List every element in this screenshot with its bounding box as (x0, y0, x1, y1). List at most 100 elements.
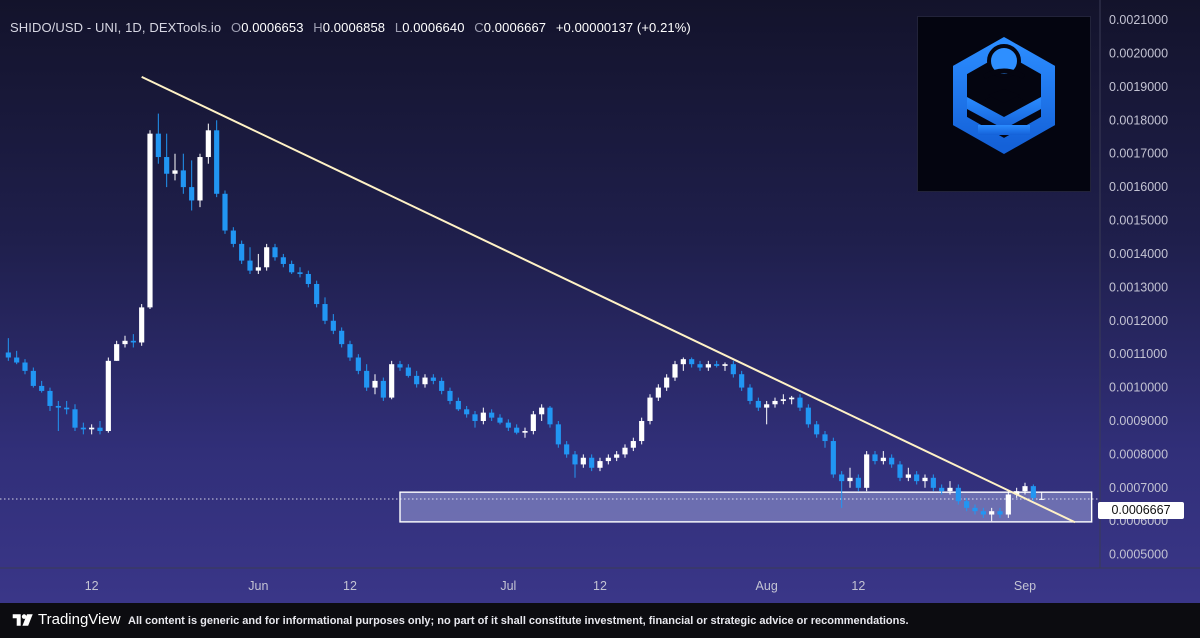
candle (439, 377, 445, 395)
candle-body (289, 263, 295, 273)
candle-body (105, 360, 111, 432)
candle (972, 504, 978, 515)
candle-body (64, 407, 70, 410)
candle-body (55, 405, 61, 408)
candle (989, 507, 995, 522)
candle (239, 240, 245, 264)
candle-body (255, 267, 261, 271)
candle-body (322, 304, 328, 321)
candle (214, 120, 220, 198)
disclaimer-text: All content is generic and for informati… (128, 615, 909, 627)
candle-body (80, 427, 86, 430)
candle (555, 420, 561, 448)
candle-body (797, 397, 803, 408)
change-value: +0.00000137 (+0.21%) (555, 20, 691, 35)
candle-body (172, 170, 178, 174)
candle-body (889, 457, 895, 465)
candle-body (855, 477, 861, 488)
candle (147, 130, 153, 310)
footer: TradingView All content is generic and f… (0, 603, 1200, 638)
x-tick-label: Aug (756, 579, 778, 593)
candle-body (1030, 486, 1036, 498)
tradingview-logo[interactable]: TradingView (12, 611, 121, 628)
candle (222, 190, 228, 234)
candle-body (164, 157, 170, 174)
candle (755, 397, 761, 411)
candle (780, 394, 786, 405)
tradingview-mark-icon (12, 613, 33, 626)
candle (372, 374, 378, 395)
candle (655, 384, 661, 401)
candle (497, 414, 503, 425)
candle (305, 270, 311, 288)
chart-svg[interactable]: 0.00050000.00060000.00070000.00080000.00… (0, 0, 1200, 603)
candle (1022, 482, 1028, 495)
candle (189, 160, 195, 211)
y-tick-label: 0.0009000 (1109, 414, 1168, 428)
candle (355, 354, 361, 375)
candle-body (947, 487, 953, 492)
candle-body (522, 431, 528, 433)
y-tick-label: 0.0021000 (1109, 13, 1168, 27)
candle (905, 467, 911, 482)
candle (80, 422, 86, 435)
symbol-title: SHIDO/USD - UNI, 1D, DEXTools.io (10, 20, 222, 35)
candle-body (772, 400, 778, 405)
candle (947, 481, 953, 495)
candle (464, 405, 470, 418)
candle-body (980, 511, 986, 515)
candle-body (5, 352, 11, 358)
candle-body (514, 427, 520, 433)
candle (489, 409, 495, 421)
candle-body (830, 441, 836, 475)
candle-body (330, 320, 336, 331)
candle (622, 444, 628, 458)
candle-body (205, 130, 211, 158)
candle (139, 304, 145, 346)
candle-body (14, 357, 20, 363)
candle (914, 471, 920, 485)
candle-body (272, 247, 278, 258)
candle (939, 484, 945, 495)
candle (889, 454, 895, 468)
candle (330, 314, 336, 335)
candle-body (839, 474, 845, 482)
y-tick-label: 0.0019000 (1109, 80, 1168, 94)
y-tick-label: 0.0017000 (1109, 147, 1168, 161)
candle-body (605, 457, 611, 462)
candle (630, 437, 636, 452)
y-tick-label: 0.0015000 (1109, 214, 1168, 228)
candle (339, 327, 345, 348)
candle (72, 404, 78, 432)
candle (230, 227, 236, 248)
candle (697, 360, 703, 371)
y-tick-label: 0.0020000 (1109, 46, 1168, 60)
candle (164, 133, 170, 188)
candle-body (955, 487, 961, 502)
candle-body (972, 507, 978, 512)
candle-body (822, 434, 828, 442)
x-tick-label: Sep (1014, 579, 1036, 593)
y-tick-label: 0.0011000 (1109, 347, 1167, 361)
candle-body (189, 187, 195, 201)
candle-body (347, 344, 353, 358)
y-tick-label: 0.0008000 (1109, 447, 1168, 461)
candle (680, 357, 686, 371)
candle-body (130, 340, 136, 343)
candle (255, 253, 261, 274)
candle-body (530, 414, 536, 432)
y-tick-label: 0.0010000 (1109, 381, 1168, 395)
candle-body (147, 133, 153, 308)
candle (364, 364, 370, 391)
y-tick-label: 0.0007000 (1109, 481, 1168, 495)
candle (872, 451, 878, 465)
chart-area[interactable]: 0.0005000 0.0006000 0.0007000 0.0008000 0.00… (0, 0, 1200, 603)
candle-body (905, 474, 911, 478)
candle-body (139, 307, 145, 343)
candle (347, 340, 353, 361)
candle-body (622, 447, 628, 455)
candle-body (197, 157, 203, 201)
candle-body (455, 400, 461, 410)
candle-body (339, 330, 345, 345)
y-tick-label: 0.0005000 (1109, 548, 1168, 562)
